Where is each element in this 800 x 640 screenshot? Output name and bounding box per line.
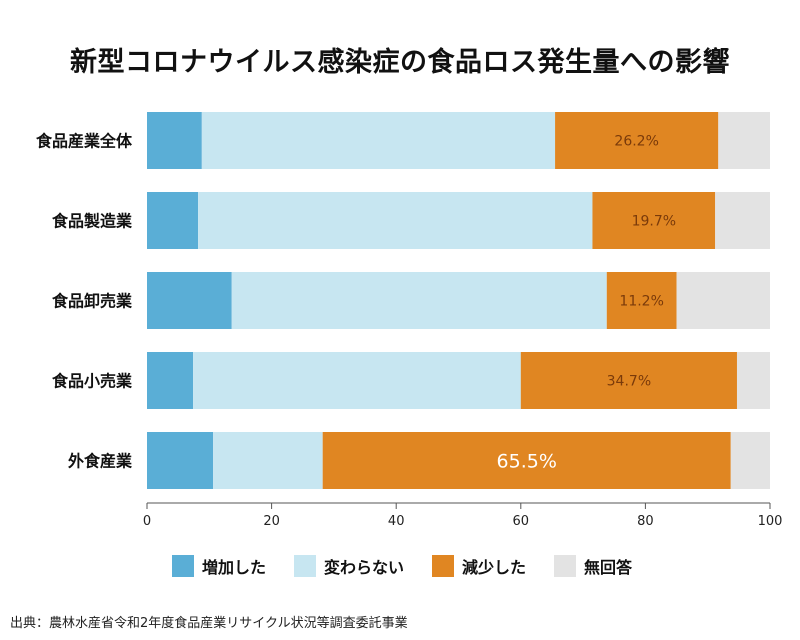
legend-item: 増加した [172, 554, 266, 578]
bar-segment [201, 112, 556, 169]
data-label: 34.7% [607, 374, 651, 390]
legend-label: 減少した [462, 558, 527, 577]
legend-item: 無回答 [554, 554, 632, 578]
bar-segment [147, 192, 199, 249]
legend-label: 変わらない [324, 558, 405, 577]
chart-title: 新型コロナウイルス感染症の食品ロス発生量への影響 [70, 47, 730, 78]
bars-group: 26.2% 19.7% 11.2% 34.7% 65.5% [147, 112, 770, 489]
bar-segment [520, 352, 737, 409]
bar-segment [147, 432, 214, 489]
category-label: 外食産業 [67, 452, 133, 471]
category-label: 食品製造業 [51, 212, 133, 231]
legend: 増加した 変わらない 減少した 無回答 [172, 554, 660, 578]
legend-item: 減少した [432, 554, 526, 578]
bar-segment [198, 192, 593, 249]
bar-segment [676, 272, 770, 329]
legend-swatch [554, 555, 577, 577]
bar-segment [606, 272, 677, 329]
legend-label: 増加した [202, 558, 267, 577]
x-tick-label: 40 [388, 514, 405, 529]
bar-segment [718, 112, 770, 169]
category-label: 食品産業全体 [35, 132, 133, 151]
legend-swatch [294, 555, 317, 577]
legend-label: 無回答 [584, 558, 633, 577]
source-note: 出典：農林水産省令和2年度食品産業リサイクル状況等調査委託事業 [10, 616, 408, 631]
x-tick-label: 100 [758, 514, 783, 529]
legend-swatch [432, 555, 455, 577]
stacked-bar-chart: 26.2% 19.7% 11.2% 34.7% 65.5% 食品産業全体食品製造業食品卸… [35, 112, 783, 529]
bar-segment [730, 432, 770, 489]
x-axis: 0 20 40 60 80 100 [143, 502, 783, 529]
bar-segment [147, 272, 232, 329]
x-tick-label: 80 [637, 514, 654, 529]
bar-segment [147, 352, 194, 409]
data-label: 11.2% [619, 294, 663, 310]
bar-segment [193, 352, 521, 409]
bar-segment [231, 272, 607, 329]
x-tick-label: 20 [263, 514, 280, 529]
data-label: 26.2% [614, 134, 658, 150]
bar-segment [736, 352, 770, 409]
bar-segment [213, 432, 323, 489]
bar-segment [147, 112, 202, 169]
legend-item: 変わらない [294, 554, 404, 578]
category-label: 食品卸売業 [51, 292, 133, 311]
bar-segment [715, 192, 770, 249]
bar-segment [555, 112, 719, 169]
legend-swatch [172, 555, 194, 577]
x-tick-label: 60 [513, 514, 530, 529]
bar-segment [322, 432, 731, 489]
bar-segment [592, 192, 716, 249]
data-label: 19.7% [632, 214, 676, 230]
category-label: 食品小売業 [51, 372, 133, 391]
x-tick-label: 0 [143, 514, 151, 529]
data-label: 65.5% [497, 451, 557, 473]
